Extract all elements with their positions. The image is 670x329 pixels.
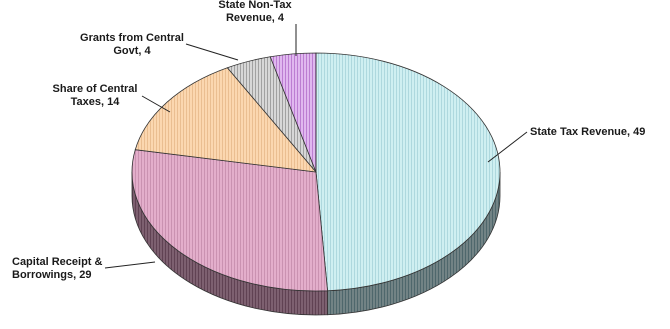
slice-labels: State Tax Revenue, 49 Capital Receipt & Bo…	[12, 0, 645, 281]
leader-capital-receipt-borrowings	[104, 261, 156, 269]
leader-grants-from-central-govt	[185, 43, 239, 61]
leader-state-tax-revenue	[487, 131, 528, 163]
pie-slice-share-of-central-taxes	[134, 67, 317, 173]
leader-share-of-central-taxes	[141, 95, 171, 113]
label-grants-from-central-govt: Grants from Central Govt, 4	[80, 32, 184, 57]
label-leaders	[104, 24, 528, 269]
pie-slice-state-non-tax-revenue	[269, 52, 317, 173]
label-state-non-tax-revenue: State Non-Tax Revenue, 4	[218, 0, 292, 24]
label-share-of-central-taxes: Share of Central Taxes, 14	[53, 83, 138, 108]
label-state-tax-revenue: State Tax Revenue, 49	[530, 126, 645, 138]
pie-slice-capital-receipt-borrowings	[131, 149, 328, 292]
pie-slice-state-tax-revenue	[315, 52, 501, 292]
pie-slices	[131, 52, 501, 292]
label-capital-receipt-borrowings: Capital Receipt & Borrowings, 29	[12, 256, 103, 281]
